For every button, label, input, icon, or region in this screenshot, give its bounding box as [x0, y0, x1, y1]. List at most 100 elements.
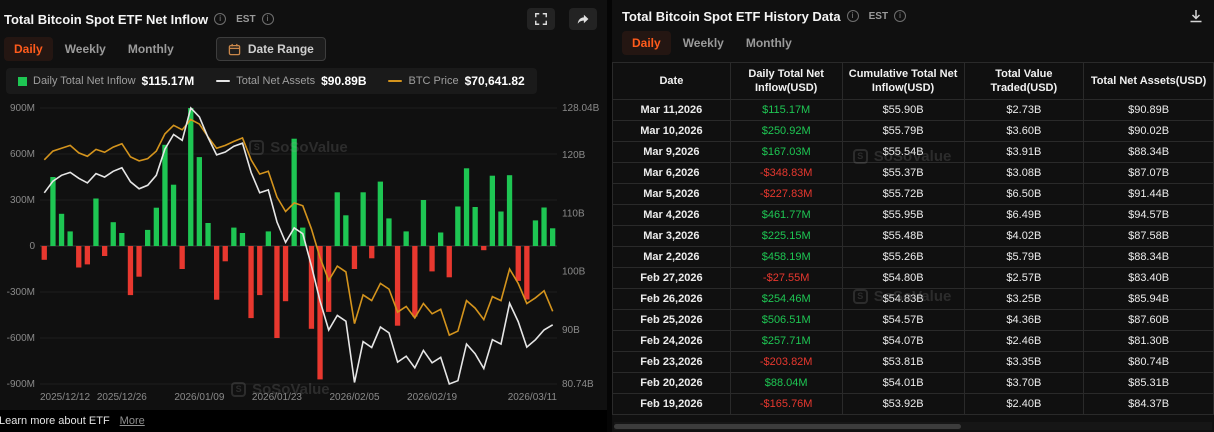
- scrollbar-thumb[interactable]: [614, 423, 961, 429]
- inflow-bar[interactable]: [110, 222, 116, 246]
- inflow-bar[interactable]: [84, 246, 90, 265]
- row-net-assets: $84.37B: [1083, 393, 1214, 415]
- row-value-traded: $2.40B: [963, 393, 1085, 415]
- inflow-bar[interactable]: [369, 246, 375, 259]
- history-header: Total Bitcoin Spot ETF History Data EST: [612, 0, 1214, 29]
- inflow-bar[interactable]: [58, 213, 65, 246]
- table-row: Mar 4,2026 $461.77M $55.95B $6.49B $94.57B: [612, 204, 1214, 226]
- inflow-bar[interactable]: [127, 246, 134, 296]
- inflow-bar[interactable]: [386, 218, 392, 246]
- tab-weekly[interactable]: Weekly: [673, 31, 734, 55]
- inflow-bar[interactable]: [153, 207, 159, 246]
- date-range-button[interactable]: Date Range: [215, 37, 326, 61]
- fullscreen-button[interactable]: [527, 8, 555, 30]
- left-axis-label: 600M: [10, 149, 35, 160]
- table-period-tabs: Daily Weekly Monthly: [612, 29, 1214, 60]
- legend-label: BTC Price: [408, 75, 459, 87]
- info-icon[interactable]: [846, 10, 859, 22]
- inflow-bar[interactable]: [377, 181, 383, 246]
- tab-monthly[interactable]: Monthly: [736, 31, 802, 55]
- row-daily-inflow: -$203.82M: [729, 351, 843, 373]
- inflow-bar[interactable]: [119, 233, 125, 246]
- info-icon[interactable]: [261, 13, 274, 25]
- tab-monthly[interactable]: Monthly: [118, 37, 184, 61]
- inflow-bar[interactable]: [541, 207, 547, 247]
- inflow-bar[interactable]: [265, 231, 271, 246]
- inflow-bar[interactable]: [136, 246, 142, 277]
- column-header: Total Net Assets(USD): [1083, 62, 1214, 100]
- inflow-bar[interactable]: [394, 246, 401, 326]
- row-cumulative-inflow: $54.01B: [841, 372, 965, 394]
- inflow-bar[interactable]: [412, 246, 418, 317]
- inflow-bar[interactable]: [179, 246, 185, 269]
- inflow-bar[interactable]: [239, 233, 246, 246]
- inflow-bar[interactable]: [420, 200, 427, 246]
- inflow-bar[interactable]: [360, 192, 366, 246]
- row-date: Feb 20,2026: [612, 372, 731, 394]
- right-axis-label: 90B: [562, 325, 580, 336]
- inflow-bar[interactable]: [438, 232, 444, 247]
- inflow-bar[interactable]: [76, 246, 82, 268]
- inflow-bar[interactable]: [455, 206, 461, 247]
- inflow-bar[interactable]: [291, 138, 297, 246]
- inflow-bar[interactable]: [41, 246, 47, 260]
- legend-total-net-assets[interactable]: Total Net Assets $90.89B: [216, 74, 366, 88]
- share-button[interactable]: [569, 8, 597, 30]
- tab-daily[interactable]: Daily: [4, 37, 53, 61]
- inflow-bar[interactable]: [308, 246, 315, 329]
- inflow-bar[interactable]: [317, 246, 323, 380]
- inflow-bar[interactable]: [50, 177, 56, 246]
- download-button[interactable]: [1188, 8, 1204, 24]
- row-net-assets: $88.34B: [1083, 141, 1214, 163]
- tab-daily[interactable]: Daily: [622, 31, 671, 55]
- legend-daily-net-inflow[interactable]: Daily Total Net Inflow $115.17M: [18, 74, 194, 88]
- inflow-bar[interactable]: [446, 246, 452, 278]
- table-row: Mar 5,2026 -$227.83M $55.72B $6.50B $91.44B: [612, 183, 1214, 205]
- inflow-bar[interactable]: [334, 192, 340, 246]
- inflow-bar[interactable]: [481, 246, 487, 251]
- legend-btc-price[interactable]: BTC Price $70,641.82: [388, 74, 525, 88]
- inflow-bar[interactable]: [196, 157, 202, 246]
- inflow-bar[interactable]: [231, 227, 237, 246]
- inflow-bar[interactable]: [145, 229, 151, 246]
- inflow-bar[interactable]: [188, 108, 194, 246]
- inflow-bar[interactable]: [472, 207, 478, 246]
- inflow-bar[interactable]: [498, 211, 504, 247]
- info-icon[interactable]: [894, 10, 907, 22]
- inflow-bar[interactable]: [248, 246, 254, 319]
- learn-more-text: Learn more about ETF: [0, 415, 110, 427]
- inflow-bar[interactable]: [524, 246, 530, 300]
- inflow-bar[interactable]: [489, 175, 495, 246]
- inflow-bar[interactable]: [102, 246, 108, 256]
- inflow-bar[interactable]: [274, 246, 280, 338]
- share-icon: [577, 14, 589, 24]
- chart-period-tabs: Daily Weekly Monthly Date Range: [0, 35, 607, 66]
- inflow-bar[interactable]: [282, 246, 289, 302]
- inflow-bar[interactable]: [506, 175, 513, 246]
- inflow-bar[interactable]: [429, 246, 435, 272]
- history-data-panel: Total Bitcoin Spot ETF History Data EST …: [612, 0, 1214, 432]
- inflow-bar[interactable]: [170, 184, 177, 246]
- inflow-bar[interactable]: [300, 227, 306, 246]
- inflow-bar[interactable]: [67, 231, 73, 246]
- inflow-bar[interactable]: [550, 228, 556, 246]
- inflow-bar[interactable]: [205, 223, 211, 246]
- inflow-bar[interactable]: [343, 215, 349, 246]
- inflow-bar[interactable]: [532, 220, 539, 246]
- inflow-bar[interactable]: [257, 246, 263, 296]
- horizontal-scrollbar[interactable]: [614, 422, 1212, 430]
- inflow-bar[interactable]: [463, 168, 470, 246]
- inflow-bar[interactable]: [222, 246, 228, 262]
- info-icon[interactable]: [214, 13, 227, 25]
- inflow-bar[interactable]: [515, 246, 521, 281]
- column-header: Daily Total Net Inflow(USD): [729, 62, 843, 100]
- inflow-bar[interactable]: [214, 246, 220, 300]
- inflow-bar[interactable]: [93, 198, 99, 247]
- row-date: Feb 24,2026: [612, 330, 731, 352]
- inflow-bar[interactable]: [162, 144, 168, 246]
- tab-weekly[interactable]: Weekly: [55, 37, 116, 61]
- inflow-bar[interactable]: [403, 231, 409, 246]
- inflow-bar[interactable]: [351, 246, 358, 269]
- more-link[interactable]: More: [119, 415, 145, 427]
